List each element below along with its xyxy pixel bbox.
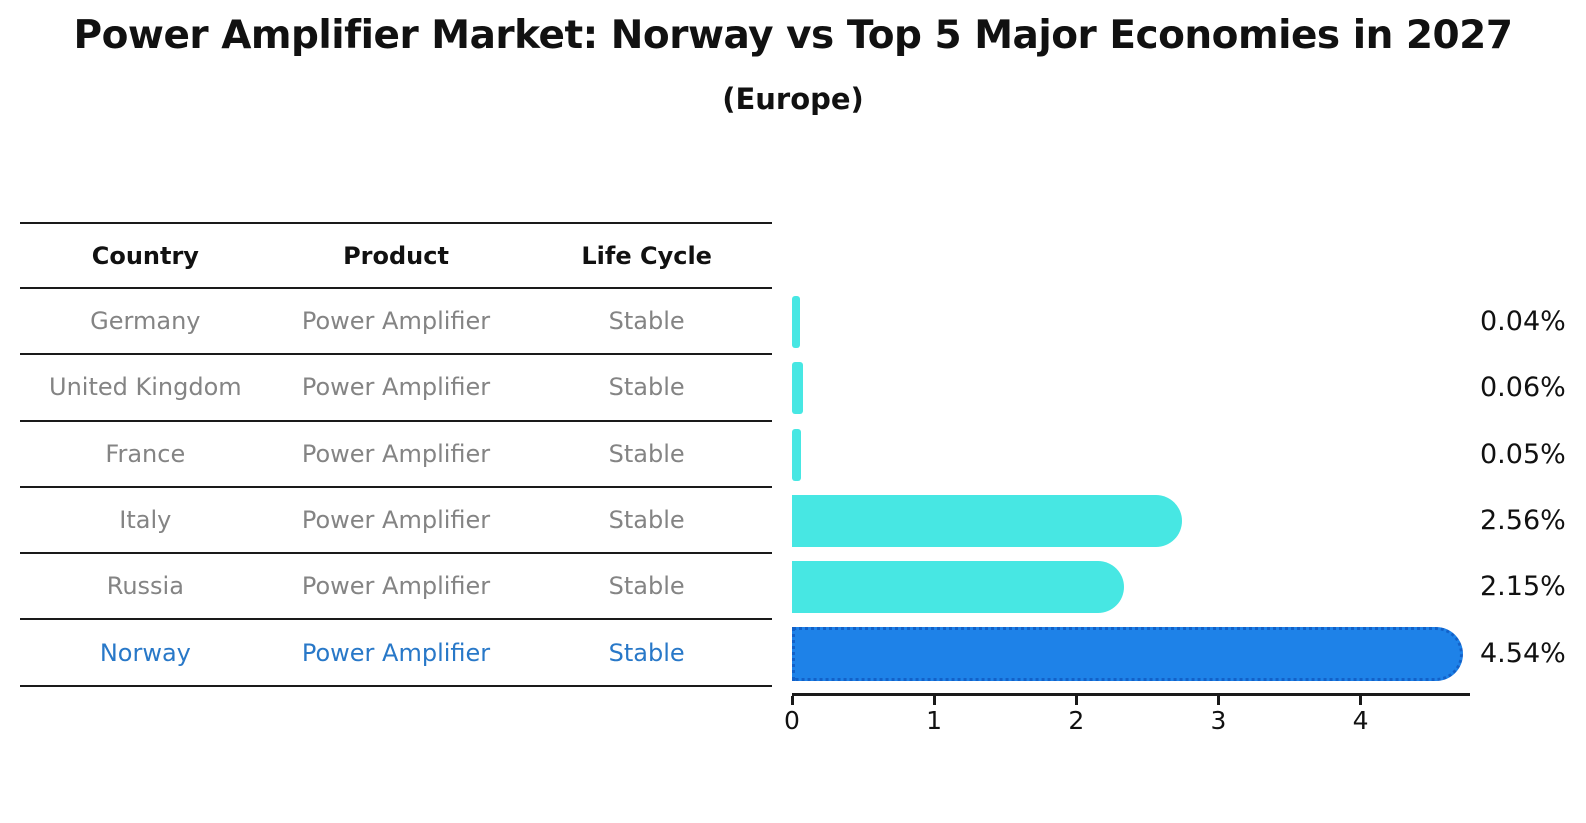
bar-russia <box>792 561 1124 614</box>
table-header-product: Product <box>343 241 449 270</box>
table-cell-product: Power Amplifier <box>301 572 491 601</box>
table-cell-country: Germany <box>90 307 201 336</box>
table-row-germany: Germany Power Amplifier Stable <box>20 289 772 356</box>
table-cell-country: United Kingdom <box>49 373 242 402</box>
x-tick-label-3: 3 <box>1210 706 1227 735</box>
table-cell-country: France <box>105 439 186 468</box>
value-label-germany: 0.04% <box>1480 306 1566 337</box>
table-cell-life-cycle: Stable <box>608 439 685 468</box>
table-cell-product: Power Amplifier <box>301 439 491 468</box>
bar-norway <box>792 626 1464 681</box>
table-cell-country: Norway <box>99 638 191 667</box>
x-axis-line <box>792 693 1470 696</box>
table-cell-life-cycle: Stable <box>608 638 685 667</box>
table-row-russia: Russia Power Amplifier Stable <box>20 554 772 621</box>
value-label-france: 0.05% <box>1480 438 1566 470</box>
table-cell-life-cycle: Stable <box>608 373 685 402</box>
table-row-norway: Norway Power Amplifier Stable <box>20 620 772 687</box>
bar-united-kingdom <box>792 362 803 415</box>
table-cell-life-cycle: Stable <box>608 572 685 601</box>
value-label-united-kingdom: 0.06% <box>1480 372 1566 404</box>
x-tick-mark-0 <box>790 696 794 705</box>
x-tick-label-1: 1 <box>926 706 943 735</box>
table-header-row: Country Product Life Cycle <box>20 224 772 289</box>
table-cell-product: Power Amplifier <box>301 506 491 535</box>
data-table: Country Product Life Cycle Germany Power … <box>20 222 772 687</box>
x-tick-mark-4 <box>1359 696 1363 705</box>
bar-france <box>792 428 802 481</box>
table-cell-country: Italy <box>119 506 172 535</box>
x-tick-label-2: 2 <box>1068 706 1085 735</box>
value-label-russia: 2.15% <box>1480 571 1566 603</box>
value-label-norway: 4.54% <box>1480 637 1566 669</box>
table-cell-life-cycle: Stable <box>608 506 685 535</box>
table-header-life-cycle: Life Cycle <box>581 241 712 270</box>
x-tick-mark-2 <box>1074 696 1078 705</box>
table-header-country: Country <box>91 241 199 270</box>
table-cell-product: Power Amplifier <box>301 307 491 336</box>
page-title: Power Amplifier Market: Norway vs Top 5 … <box>73 13 1513 58</box>
value-label-italy: 2.56% <box>1480 504 1566 536</box>
table-cell-country: Russia <box>106 572 184 601</box>
table-row-france: France Power Amplifier Stable <box>20 422 772 488</box>
page-subtitle: (Europe) <box>722 82 864 116</box>
table-cell-product: Power Amplifier <box>301 638 491 667</box>
x-tick-mark-1 <box>932 696 936 705</box>
x-tick-label-4: 4 <box>1352 706 1369 735</box>
bar-italy <box>792 494 1182 547</box>
table-cell-life-cycle: Stable <box>608 307 685 336</box>
x-tick-mark-3 <box>1216 696 1220 705</box>
table-row-italy: Italy Power Amplifier Stable <box>20 488 772 555</box>
bar-germany <box>792 296 800 348</box>
table-row-united-kingdom: United Kingdom Power Amplifier Stable <box>20 355 772 422</box>
table-body: Germany Power Amplifier Stable United Kingd… <box>20 289 772 687</box>
table-cell-product: Power Amplifier <box>301 373 491 402</box>
x-tick-label-0: 0 <box>784 706 800 735</box>
